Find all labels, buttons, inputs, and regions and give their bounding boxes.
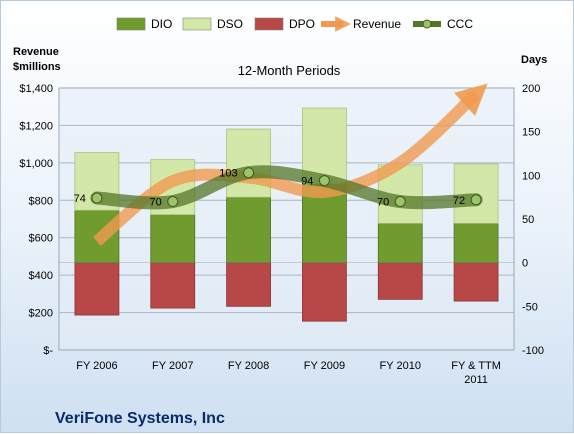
right-tick-label: 200 <box>522 83 540 95</box>
ccc-data-label: 74 <box>74 193 86 205</box>
category-label: FY 2009 <box>304 360 345 372</box>
ccc-line <box>90 165 483 210</box>
left-tick-label: $- <box>43 345 53 357</box>
left-tick-label: $400 <box>29 270 53 282</box>
ccc-data-label: 70 <box>150 197 162 209</box>
left-axis-title-line2: $millions <box>13 61 61 73</box>
bar-dso <box>226 128 271 198</box>
category-label: FY 2006 <box>76 360 117 372</box>
legend-swatch-dio <box>116 17 146 31</box>
left-tick-label: $800 <box>29 195 53 207</box>
bar-dpo <box>453 262 499 302</box>
ccc-point <box>243 167 255 179</box>
bar-dio <box>226 196 271 264</box>
revenue-line <box>93 83 488 246</box>
right-tick-label: -50 <box>522 301 538 313</box>
bar-dpo <box>302 262 347 322</box>
left-tick-label: $1,000 <box>19 158 53 170</box>
left-tick-label: $1,400 <box>19 83 53 95</box>
right-tick-label: 0 <box>522 258 528 270</box>
left-tick-label: $200 <box>29 308 53 320</box>
bar-dio <box>150 214 196 264</box>
bar-dio <box>453 222 499 264</box>
chart-title: 12-Month Periods <box>238 63 341 78</box>
category-label: FY 2010 <box>380 360 421 372</box>
bar-dpo <box>377 262 423 300</box>
legend-label: DIO <box>151 17 172 31</box>
category-label: FY 2008 <box>228 360 269 372</box>
bar-dio <box>377 222 423 264</box>
bar-dpo <box>226 262 271 307</box>
right-tick-label: 50 <box>522 214 534 226</box>
legend-marker-ccc <box>422 19 432 29</box>
ccc-point <box>91 192 103 204</box>
category-label: 2011 <box>464 374 488 386</box>
right-axis-title: Days <box>521 54 547 66</box>
category-label: FY & TTM <box>451 360 501 372</box>
bar-dpo <box>150 262 196 309</box>
legend-swatch-dpo <box>254 17 284 31</box>
right-tick-label: 100 <box>522 170 540 182</box>
ccc-data-label: 94 <box>301 176 313 188</box>
right-tick-label: 150 <box>522 127 540 139</box>
bar-dpo <box>74 262 120 316</box>
category-label: FY 2007 <box>152 360 193 372</box>
legend-label: DSO <box>217 17 243 31</box>
ccc-point <box>394 196 406 208</box>
ccc-point <box>167 196 179 208</box>
plot-area: $- $200 $400 $600 $800 $1,000 $1,200 $1,400 -100… <box>19 83 544 386</box>
legend: DIO DSO DPO Revenue CCC <box>116 16 473 32</box>
left-axis-title: Revenue <box>13 46 59 58</box>
company-name: VeriFone Systems, Inc <box>55 410 225 427</box>
legend-swatch-dso <box>182 17 212 31</box>
legend-label: Revenue <box>353 17 401 31</box>
ccc-data-label: 72 <box>453 195 465 207</box>
ccc-data-label: 103 <box>219 168 237 180</box>
ccc-point <box>470 194 482 206</box>
ccc-point <box>318 175 330 187</box>
left-tick-label: $1,200 <box>19 120 53 132</box>
right-tick-label: -100 <box>522 345 544 357</box>
legend-label: CCC <box>447 17 473 31</box>
left-tick-label: $600 <box>29 233 53 245</box>
ccc-data-label: 70 <box>377 197 389 209</box>
legend-label: DPO <box>289 17 315 31</box>
